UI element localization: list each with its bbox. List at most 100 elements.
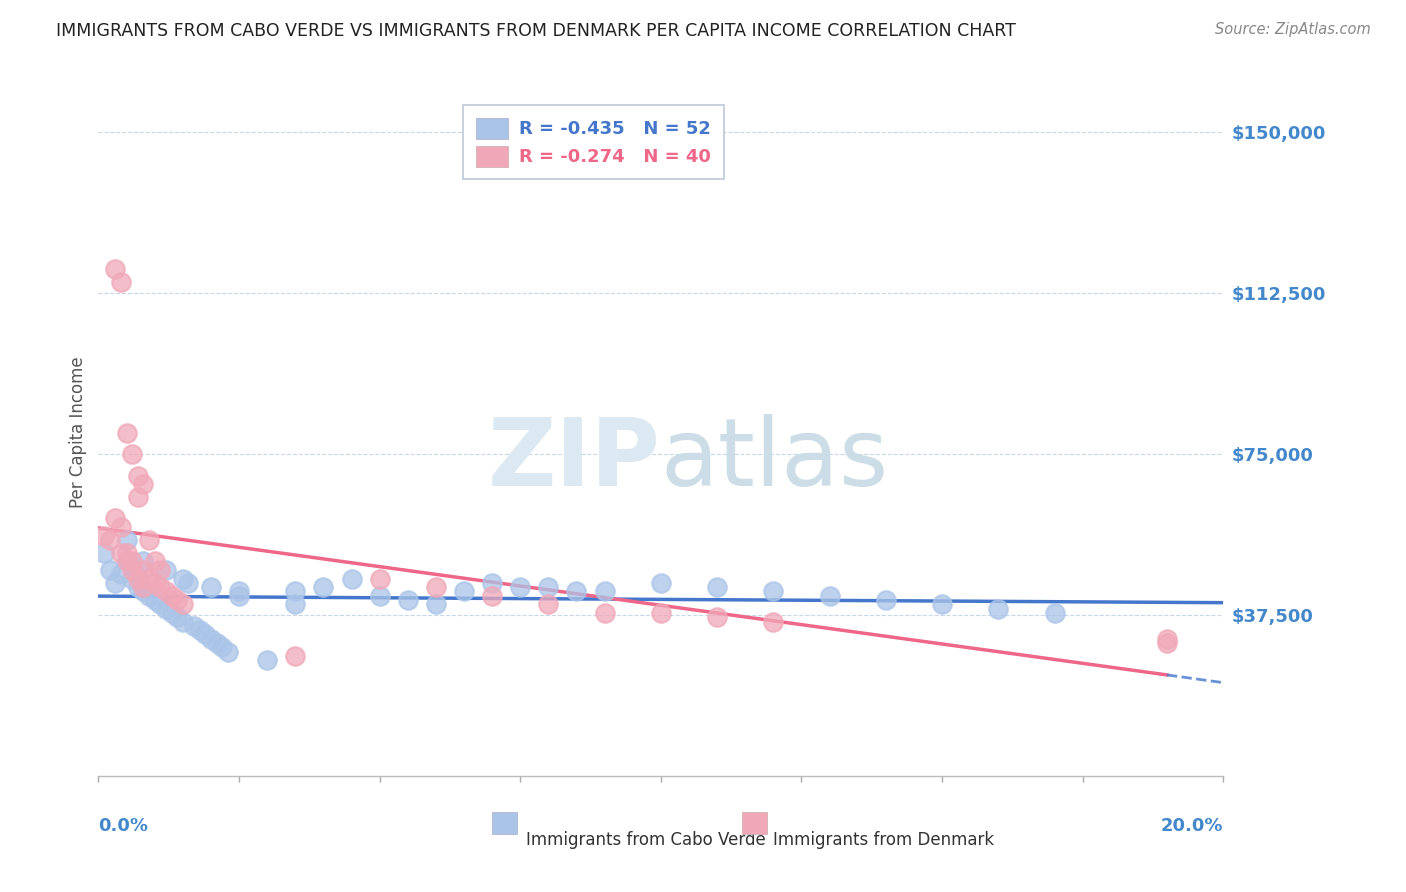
Point <box>121 447 143 461</box>
Point <box>228 584 250 599</box>
Point <box>650 606 672 620</box>
Point <box>98 533 121 547</box>
Point <box>205 636 228 650</box>
Point <box>217 644 239 658</box>
Point <box>121 563 143 577</box>
Point <box>312 580 335 594</box>
Text: 20.0%: 20.0% <box>1161 817 1223 835</box>
Point <box>200 632 222 646</box>
Point <box>228 589 250 603</box>
Point <box>110 276 132 290</box>
Point <box>284 598 307 612</box>
Point <box>98 563 121 577</box>
Point <box>172 615 194 629</box>
Point <box>104 575 127 590</box>
Point <box>194 627 217 641</box>
Point <box>127 468 149 483</box>
Point <box>706 580 728 594</box>
Point <box>155 601 177 615</box>
Point <box>143 554 166 568</box>
Point <box>104 511 127 525</box>
Point <box>425 598 447 612</box>
Point <box>138 589 160 603</box>
Point <box>160 589 183 603</box>
Point <box>762 615 785 629</box>
Text: ZIP: ZIP <box>488 414 661 506</box>
Point <box>284 648 307 663</box>
Point <box>93 528 115 542</box>
Point <box>453 584 475 599</box>
Point <box>127 572 149 586</box>
Point <box>425 580 447 594</box>
Point <box>481 589 503 603</box>
Point <box>593 606 616 620</box>
Point <box>183 619 205 633</box>
Point <box>818 589 841 603</box>
Point <box>121 572 143 586</box>
Point <box>593 584 616 599</box>
Point <box>1043 606 1066 620</box>
Point <box>132 580 155 594</box>
Point <box>115 554 138 568</box>
Point <box>93 546 115 560</box>
Point <box>931 598 953 612</box>
Point <box>132 477 155 491</box>
Point <box>127 490 149 504</box>
Point <box>138 572 160 586</box>
Point <box>110 546 132 560</box>
Point <box>110 567 132 582</box>
Point <box>160 606 183 620</box>
Point <box>132 554 155 568</box>
Point <box>166 593 188 607</box>
Point <box>115 546 138 560</box>
Point <box>115 533 138 547</box>
Point <box>121 554 143 568</box>
Point <box>172 598 194 612</box>
Text: Source: ZipAtlas.com: Source: ZipAtlas.com <box>1215 22 1371 37</box>
Y-axis label: Per Capita Income: Per Capita Income <box>69 357 87 508</box>
Text: Immigrants from Denmark: Immigrants from Denmark <box>773 831 994 849</box>
Point <box>110 520 132 534</box>
Point <box>256 653 278 667</box>
Text: 0.0%: 0.0% <box>98 817 149 835</box>
Point <box>396 593 419 607</box>
Text: IMMIGRANTS FROM CABO VERDE VS IMMIGRANTS FROM DENMARK PER CAPITA INCOME CORRELAT: IMMIGRANTS FROM CABO VERDE VS IMMIGRANTS… <box>56 22 1017 40</box>
Point <box>166 610 188 624</box>
Point <box>706 610 728 624</box>
Point <box>987 601 1010 615</box>
Point <box>177 575 200 590</box>
Point <box>149 598 172 612</box>
Point <box>1156 632 1178 646</box>
Point <box>875 593 897 607</box>
Point <box>565 584 588 599</box>
Point <box>188 623 211 637</box>
Point <box>650 575 672 590</box>
Point <box>143 593 166 607</box>
Point <box>149 563 172 577</box>
Point <box>481 575 503 590</box>
Point <box>127 580 149 594</box>
Text: atlas: atlas <box>661 414 889 506</box>
Point <box>1156 636 1178 650</box>
Point <box>115 554 138 568</box>
Point <box>138 533 160 547</box>
Point <box>132 584 155 599</box>
Point <box>155 563 177 577</box>
Point <box>132 563 155 577</box>
Legend: R = -0.435   N = 52, R = -0.274   N = 40: R = -0.435 N = 52, R = -0.274 N = 40 <box>463 105 724 179</box>
Point <box>143 575 166 590</box>
Point <box>104 262 127 277</box>
Point <box>537 598 560 612</box>
Point <box>172 572 194 586</box>
Point <box>509 580 531 594</box>
Point <box>149 580 172 594</box>
Text: Immigrants from Cabo Verde: Immigrants from Cabo Verde <box>526 831 766 849</box>
Point <box>115 425 138 440</box>
Point <box>211 640 233 655</box>
Point <box>340 572 363 586</box>
Point <box>368 572 391 586</box>
Bar <box>492 813 517 834</box>
Point <box>200 580 222 594</box>
Point <box>368 589 391 603</box>
Bar <box>742 813 766 834</box>
